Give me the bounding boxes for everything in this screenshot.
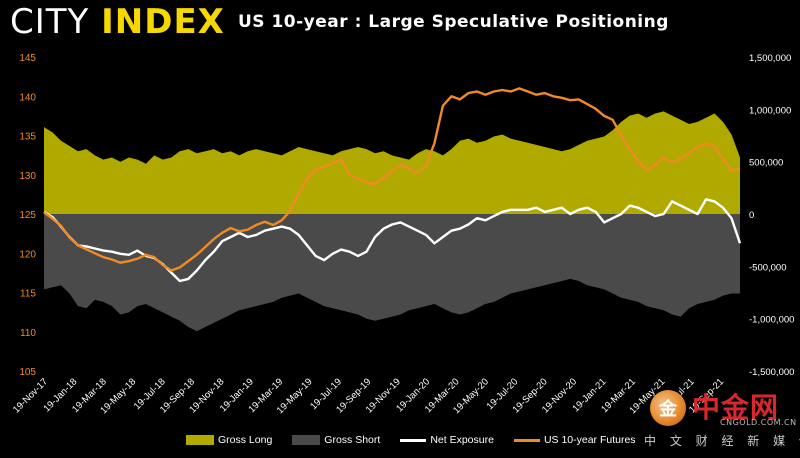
left-tick-label: 115 [20,289,36,300]
left-tick-label: 105 [19,367,36,378]
area-gross-short [44,214,740,332]
left-tick-label: 135 [19,132,36,143]
left-tick-label: 120 [19,249,36,260]
legend-gross-short: Gross Short [292,434,380,446]
line-us-10-year-futures [43,87,741,272]
left-tick-label: 145 [19,53,36,64]
area-gross-long [44,111,740,214]
right-tick-label: 500,000 [749,158,783,169]
watermark-url: CNGOLD.COM.CN [720,418,797,427]
legend-label-futures: US 10-year Futures [543,434,636,446]
legend-gross-long: Gross Long [186,434,272,446]
legend-label-gross-short: Gross Short [324,434,381,446]
watermark: 金 中金网 CNGOLD.COM.CN 中 文 财 经 新 媒 体 [640,386,800,456]
left-tick-label: 130 [19,171,36,182]
right-tick-label: -1,500,000 [749,367,794,378]
watermark-name: 中金网 [692,391,780,424]
line-series [43,87,742,283]
area-series [44,111,740,332]
watermark-subtitle: 中 文 财 经 新 媒 体 [644,434,800,448]
left-tick-label: 140 [19,92,36,103]
chart-title: US 10-year : Large Speculative Positioni… [238,12,669,32]
legend-swatch-futures [513,438,540,442]
legend-swatch-net-exposure [400,438,427,442]
left-axis: 145 140 135 130 125 120 115 110 105 [19,53,36,378]
legend-label-gross-long: Gross Long [218,434,273,446]
right-tick-label: 0 [749,210,754,221]
brand-part-index: INDEX [101,2,225,42]
legend-net-exposure: Net Exposure [400,434,494,446]
right-axis: 1,500,000 1,000,000 500,000 0 -500,000 -1,000… [749,53,794,378]
legend-futures: US 10-year Futures [513,434,636,446]
brand-part-city: CITY [10,2,102,42]
x-axis: 19-Nov-1719-Jan-1819-Mar-1819-May-1819-J… [11,376,726,416]
legend-swatch-gross-short [292,435,321,445]
legend: Gross Long Gross Short Net Exposure US 1… [186,434,636,446]
brand-logo: CITY INDEX [10,2,225,42]
left-tick-label: 110 [20,328,36,339]
right-tick-label: -1,000,000 [749,315,794,326]
left-tick-label: 125 [19,210,36,221]
right-tick-label: 1,000,000 [749,105,791,116]
right-tick-label: -500,000 [749,262,787,273]
legend-swatch-gross-long [186,435,214,445]
watermark-logo-icon: 金 [650,390,686,426]
legend-label-net-exposure: Net Exposure [430,434,494,446]
right-tick-label: 1,500,000 [749,53,791,64]
